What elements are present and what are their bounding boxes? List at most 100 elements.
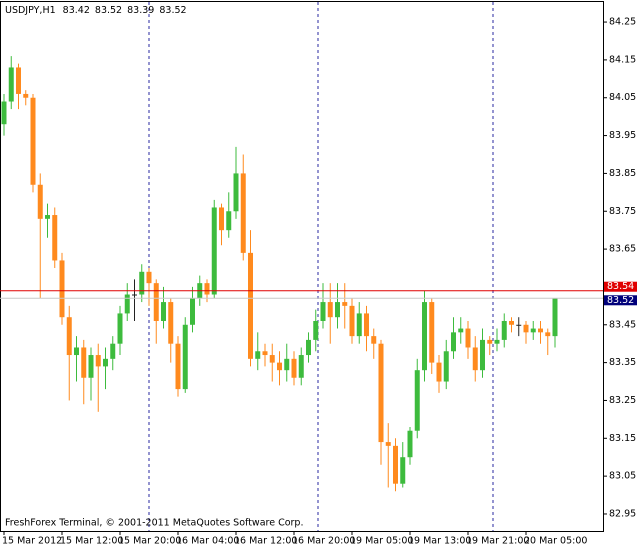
candle-body <box>190 298 195 325</box>
candle-body <box>393 445 398 484</box>
candle-body <box>530 328 536 333</box>
candle-body <box>175 343 181 390</box>
candle-body <box>313 320 319 340</box>
candle-body <box>429 302 435 363</box>
candle-body <box>23 93 29 98</box>
x-tick-label: 15 Mar 2012 <box>2 536 62 547</box>
candle-body <box>132 294 137 296</box>
last-open: 83.42 <box>63 5 90 16</box>
candle-body <box>378 343 384 443</box>
price-label: 83.54 <box>607 281 634 292</box>
candle-body <box>37 184 43 219</box>
candle-body <box>465 328 471 348</box>
candle-body <box>443 351 449 382</box>
candle-body <box>451 332 456 352</box>
last-high: 83.52 <box>95 5 122 16</box>
x-tick-label: 16 Mar 04:00 <box>176 536 239 547</box>
candle-body <box>269 355 275 363</box>
candle-body <box>385 442 391 446</box>
candle-body <box>327 302 333 318</box>
candle-body <box>277 362 282 371</box>
candle-body <box>1 101 7 125</box>
candle-body <box>306 339 311 356</box>
candle-body <box>211 207 217 295</box>
candle-body <box>124 294 130 314</box>
candle-body <box>349 305 355 337</box>
candle-body <box>523 324 529 333</box>
candle-body <box>161 302 166 321</box>
y-tick-label: 83.95 <box>609 130 636 141</box>
candle-body <box>298 355 304 378</box>
price-label: 83.52 <box>607 295 634 306</box>
candle-body <box>501 320 507 340</box>
candle-body <box>262 351 268 356</box>
candle-body <box>422 302 427 371</box>
x-tick-label: 15 Mar 12:00 <box>60 536 123 547</box>
candle-body <box>436 362 442 382</box>
candle-body <box>458 328 464 333</box>
y-tick-label: 84.05 <box>609 92 636 103</box>
candle-body <box>233 173 239 212</box>
candle-body <box>364 313 369 337</box>
candle-body <box>66 317 72 356</box>
candle-body <box>88 355 94 378</box>
last-close: 83.52 <box>159 5 186 16</box>
candle-body <box>509 320 514 325</box>
y-tick-label: 83.65 <box>609 244 636 255</box>
y-tick-label: 83.05 <box>609 471 636 482</box>
candle-body <box>219 207 224 231</box>
candle-body <box>16 67 21 94</box>
candle-body <box>117 313 123 344</box>
candle-body <box>103 358 108 367</box>
y-tick-label: 83.85 <box>609 168 636 179</box>
symbol-label: USDJPY,H1 83.42 83.52 83.39 83.52 <box>5 5 187 16</box>
candle-body <box>81 347 87 378</box>
x-tick-label: 15 Mar 20:00 <box>118 536 181 547</box>
candle-body <box>240 173 246 253</box>
candle-body <box>168 302 174 344</box>
candle-body <box>30 97 36 185</box>
candle-body <box>139 271 145 295</box>
candle-body <box>59 260 65 318</box>
x-tick-label: 19 Mar 05:00 <box>350 536 413 547</box>
footer: FreshForex Terminal, © 2001-2011 MetaQuo… <box>5 518 304 529</box>
candle-body <box>204 283 210 295</box>
candle-body <box>52 215 58 261</box>
candle-body <box>146 271 152 284</box>
candle-body <box>480 339 485 371</box>
y-tick-label: 83.35 <box>609 357 636 368</box>
candle-body <box>407 430 413 458</box>
candle-body <box>248 252 253 359</box>
y-tick-label: 83.15 <box>609 433 636 444</box>
candle-body <box>153 283 159 321</box>
candle-body <box>74 347 79 356</box>
y-tick-label: 84.25 <box>609 17 636 28</box>
candle-body <box>8 67 14 102</box>
x-tick-label: 16 Mar 12:00 <box>234 536 297 547</box>
x-tick-label: 20 Mar 05:00 <box>524 536 587 547</box>
candle-body <box>335 302 340 318</box>
symbol: USDJPY,H1 <box>5 5 56 16</box>
candle-body <box>545 332 551 337</box>
candle-body <box>255 351 261 359</box>
candle-body <box>342 302 348 306</box>
candle-body <box>472 347 478 371</box>
x-tick-label: 19 Mar 21:00 <box>466 536 529 547</box>
candle-body <box>291 358 297 378</box>
candle-body <box>414 370 420 431</box>
candle-body <box>487 339 493 344</box>
candle-body <box>226 211 232 231</box>
candle-body <box>284 358 290 371</box>
candle-body <box>371 336 377 344</box>
candle-body <box>552 298 558 337</box>
x-tick-label: 16 Mar 20:00 <box>292 536 355 547</box>
plot-frame <box>0 1 604 532</box>
y-tick-label: 83.45 <box>609 319 636 330</box>
candle-body <box>95 355 101 367</box>
candle-body <box>320 302 326 321</box>
candle-body <box>182 324 188 390</box>
candle-body <box>400 457 406 484</box>
